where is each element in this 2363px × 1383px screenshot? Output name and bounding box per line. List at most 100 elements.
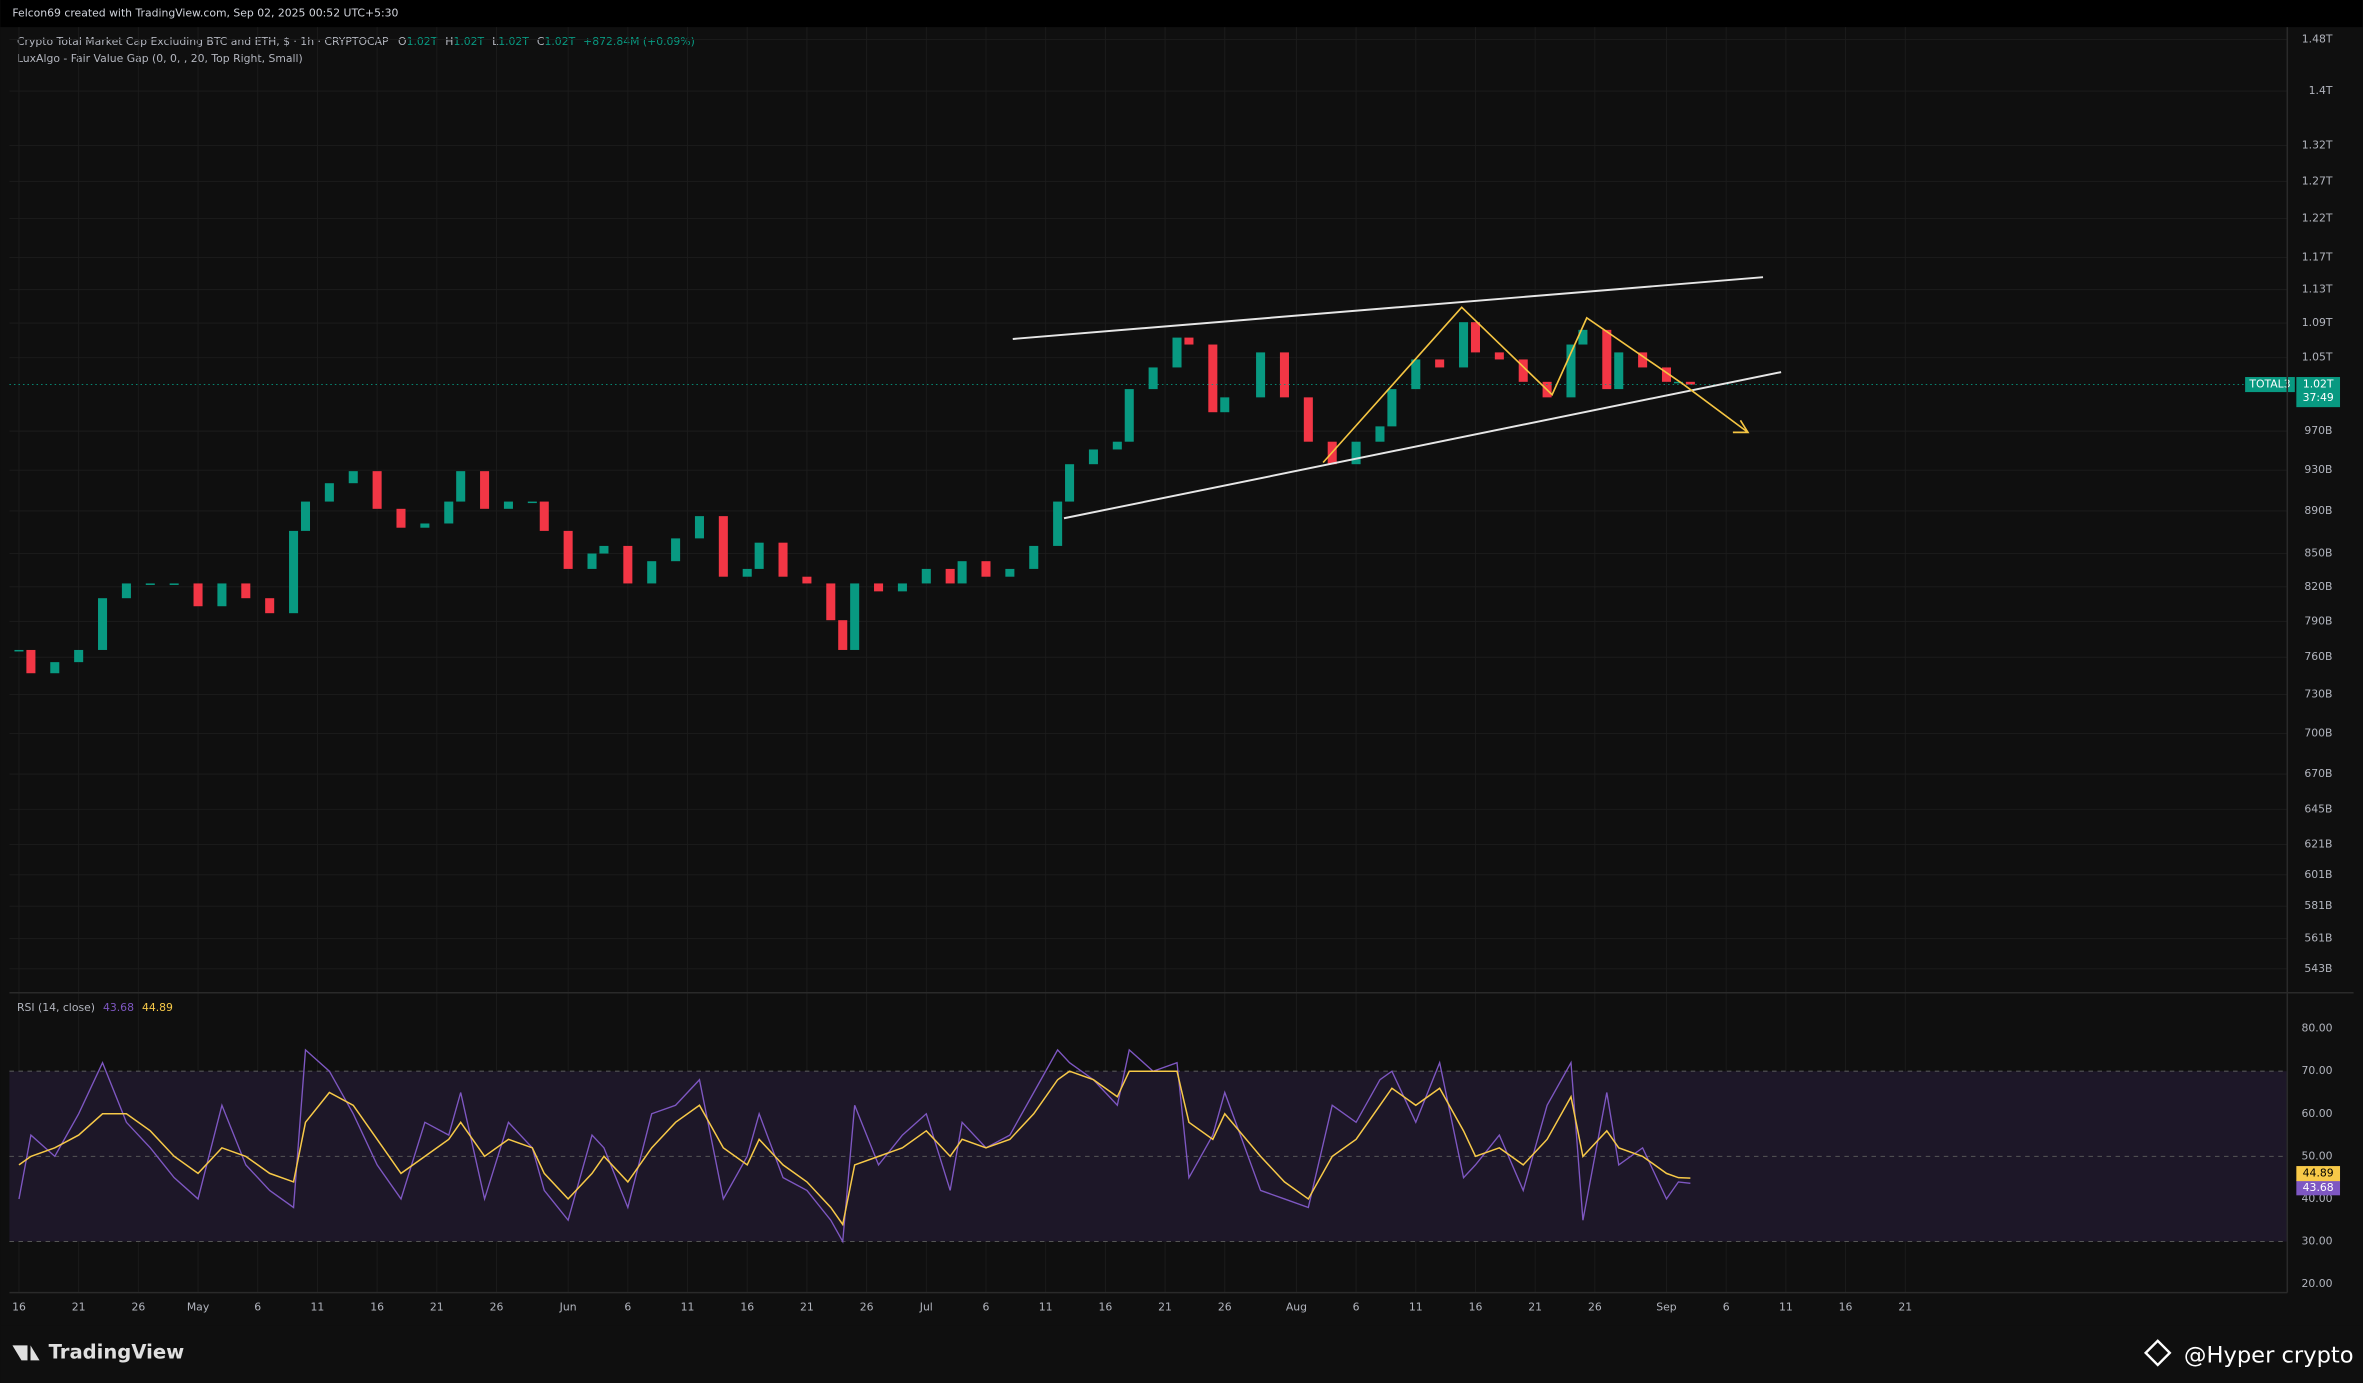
candle [1494,352,1504,360]
candle [300,501,311,531]
value-tag-text: 43.68 [2303,1181,2334,1194]
candle [671,538,681,562]
candle [503,501,513,509]
candle [372,471,382,509]
y-tick-label: 700B [2304,726,2332,739]
candle [1661,367,1672,382]
ohlc-label: H [445,35,453,48]
x-tick-label: 11 [1409,1301,1423,1314]
value-tag [2296,1180,2341,1196]
candle [778,542,788,577]
candle [1303,397,1313,442]
candle [1172,337,1182,368]
x-tick-label: 26 [1218,1301,1232,1314]
x-tick-label: 21 [1898,1301,1912,1314]
candle [850,583,860,650]
candle [1435,359,1445,368]
y-tick-label: 730B [2304,688,2332,701]
x-tick-label: 16 [370,1301,384,1314]
candle [754,542,764,569]
candle [563,530,573,569]
candle [1029,545,1039,569]
candle [897,583,907,592]
x-tick-label: Sep [1656,1301,1677,1314]
candle [1124,389,1134,442]
rsi-line [18,1070,1691,1227]
candle [623,545,633,584]
candle [838,620,848,650]
y-tick-label: 20.00 [2301,1277,2332,1290]
y-tick-label: 970B [2304,424,2332,437]
x-tick-label: 21 [800,1301,814,1314]
symbol-tag-text: TOTAL3 [2248,378,2290,391]
candle [1518,359,1528,382]
countdown: 37:49 [2303,391,2334,404]
x-tick-label: 26 [860,1301,874,1314]
candle [348,471,358,484]
y-tick-label: 1.13T [2302,283,2333,296]
watermark-icon [2143,1339,2172,1367]
ohlc-value: 1.02T [453,35,484,48]
x-tick-label: May [187,1301,210,1314]
x-tick-label: 11 [1779,1301,1793,1314]
candle [599,545,609,554]
candle [50,662,60,674]
x-tick-label: 16 [12,1301,26,1314]
candle [1459,322,1469,368]
indicator: LuxAlgo - Fair Value Gap (0, 0, , 20, To… [17,52,303,65]
candle [1112,441,1122,450]
candle [1220,397,1230,413]
rsi-ma-value: 44.89 [142,1001,173,1014]
y-tick-label: 850B [2304,547,2332,560]
x-tick-label: Aug [1286,1301,1307,1314]
x-tick-label: Jun [559,1301,577,1314]
candle [1673,381,1683,384]
candle [802,576,812,584]
y-tick-label: 1.22T [2302,212,2333,225]
x-tick-label: 26 [131,1301,145,1314]
x-tick-label: 21 [430,1301,444,1314]
trendline [1063,371,1782,520]
candle [241,583,251,599]
value-tag [2296,1166,2341,1182]
pattern [1322,306,1749,464]
y-tick-label: 1.32T [2302,139,2333,152]
candle [1184,337,1194,345]
ohlc-label: C [537,35,545,48]
y-tick-label: 50.00 [2301,1149,2332,1162]
brand: TradingView [49,1340,185,1363]
candle [420,523,430,528]
y-tick-label: 581B [2304,899,2332,912]
candle [1351,441,1361,465]
price-tag-text: 1.02T [2303,378,2334,391]
candle [145,583,155,585]
candle [289,530,299,614]
candle [1208,344,1218,413]
x-tick-label: 26 [1588,1301,1602,1314]
rsi-line [18,1048,1691,1244]
y-tick-label: 601B [2304,868,2332,881]
ohlc-value: 1.02T [498,35,529,48]
x-tick-label: 21 [1158,1301,1172,1314]
candle [217,583,227,607]
y-tick-label: 670B [2304,767,2332,780]
arrow-head [1732,419,1750,434]
candle [444,501,454,524]
y-tick-label: 1.48T [2302,33,2333,46]
ohlc-value: 1.02T [407,35,438,48]
x-tick-label: 16 [740,1301,754,1314]
rsi-value: 43.68 [103,1001,134,1014]
y-tick-label: 80.00 [2301,1022,2332,1035]
y-tick-label: 930B [2304,463,2332,476]
x-tick-label: 21 [1528,1301,1542,1314]
y-tick-label: 890B [2304,504,2332,517]
candle [1148,367,1158,390]
rsi-title: RSI (14, close) [17,1001,95,1014]
candle [1065,464,1075,502]
ohlc-value: 1.02T [544,35,575,48]
candle [396,508,406,528]
candle [193,583,203,607]
candle [169,583,179,585]
